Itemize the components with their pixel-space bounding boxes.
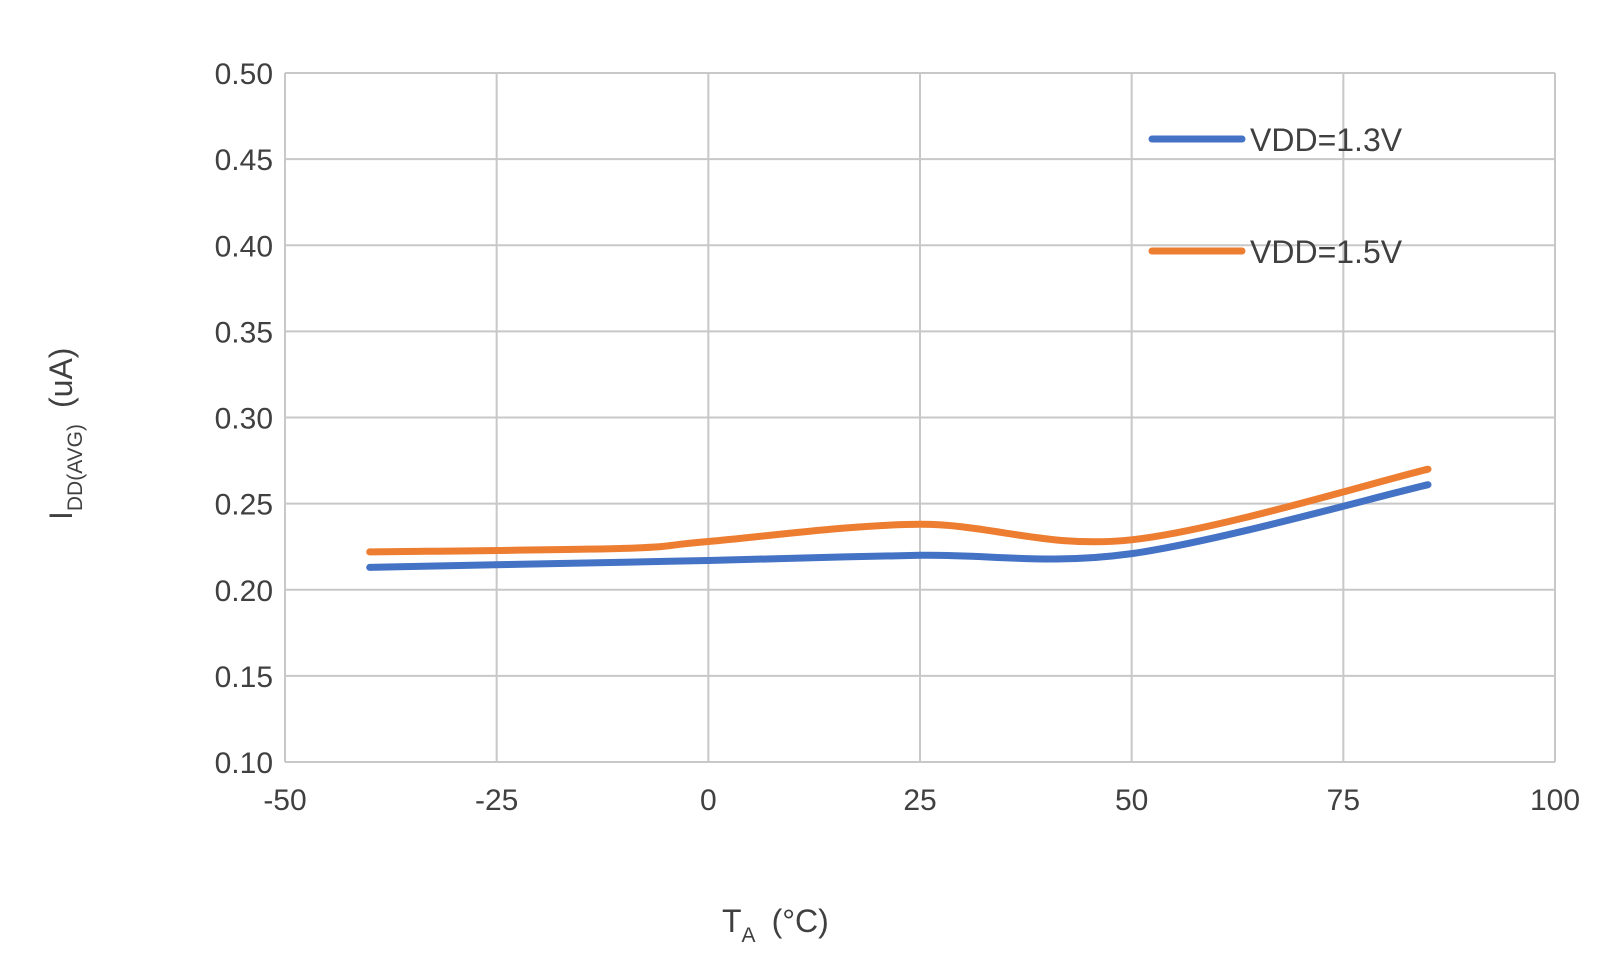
x-tick-labels: -50 -25 0 25 50 75 100 [263, 784, 1580, 817]
x-tick-label: -25 [475, 784, 518, 817]
x-axis-label-main: T [722, 903, 742, 939]
y-tick-label: 0.45 [215, 144, 273, 177]
legend: VDD=1.3V VDD=1.5V [1148, 122, 1403, 270]
series-line-vdd-1-3v [366, 481, 1432, 571]
x-tick-label: 25 [903, 784, 936, 817]
x-axis-label: TA (°C) [722, 903, 829, 947]
series-line-vdd-1-5v [366, 465, 1432, 556]
y-tick-label: 0.25 [215, 489, 273, 522]
y-axis-label-unit: (uA) [43, 348, 79, 408]
y-tick-labels: 0.10 0.15 0.20 0.25 0.30 0.35 0.40 0.45 0.50 [215, 58, 273, 780]
y-tick-label: 0.40 [215, 230, 273, 263]
x-tick-label: 100 [1530, 784, 1580, 817]
y-axis-label-sub: DD(AVG) [64, 424, 87, 511]
y-tick-label: 0.20 [215, 575, 273, 608]
y-tick-label: 0.15 [215, 661, 273, 694]
grid-lines [284, 72, 1556, 763]
y-axis-label: IDD(AVG) (uA) [43, 348, 87, 520]
y-tick-label: 0.50 [215, 58, 273, 91]
series-lines [366, 465, 1432, 571]
y-axis-label-main: I [43, 511, 79, 520]
y-tick-label: 0.30 [215, 403, 273, 436]
legend-label-vdd-1-3v: VDD=1.3V [1250, 122, 1403, 158]
x-tick-label: 0 [700, 784, 717, 817]
x-axis-label-unit: (°C) [772, 903, 829, 939]
y-tick-label: 0.35 [215, 316, 273, 349]
x-axis-label-sub: A [742, 924, 756, 947]
x-tick-label: 75 [1327, 784, 1360, 817]
legend-label-vdd-1-5v: VDD=1.5V [1250, 234, 1403, 270]
x-tick-label: -50 [263, 784, 306, 817]
x-tick-label: 50 [1115, 784, 1148, 817]
y-tick-label: 0.10 [215, 747, 273, 780]
